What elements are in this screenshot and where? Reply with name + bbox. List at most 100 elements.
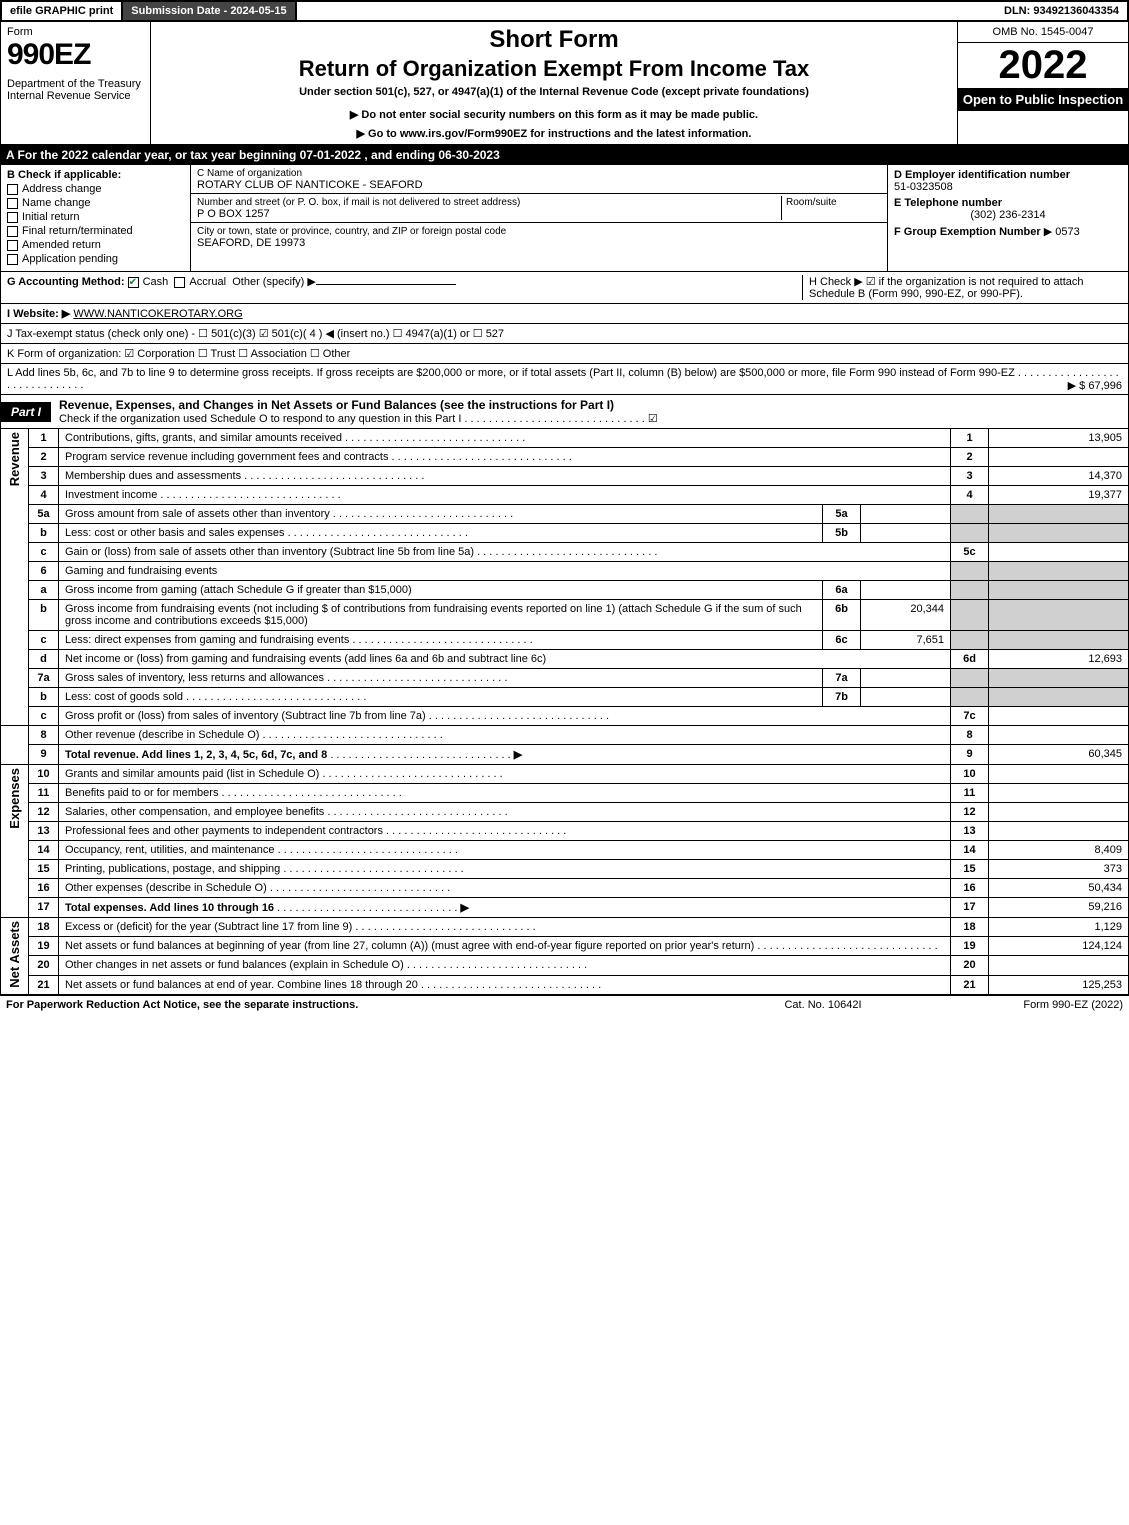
- line17-amt: 59,216: [989, 898, 1129, 918]
- line14-amt: 8,409: [989, 841, 1129, 860]
- g-label: G Accounting Method:: [7, 276, 125, 288]
- line18-amt: 1,129: [989, 918, 1129, 937]
- row-k: K Form of organization: ☑ Corporation ☐ …: [0, 344, 1129, 364]
- chk-cash[interactable]: [128, 277, 139, 288]
- line21-amt: 125,253: [989, 975, 1129, 994]
- entity-block: B Check if applicable: Address change Na…: [0, 165, 1129, 272]
- line5b-amt: [861, 524, 951, 543]
- l-text: L Add lines 5b, 6c, and 7b to line 9 to …: [7, 367, 1015, 379]
- line2-amt: [989, 448, 1129, 467]
- dln: DLN: 93492136043354: [996, 2, 1127, 20]
- line17-desc: Total expenses. Add lines 10 through 16: [65, 902, 274, 914]
- org-city: SEAFORD, DE 19973: [197, 237, 305, 249]
- chk-accrual[interactable]: [174, 277, 185, 288]
- line6c-amt: 7,651: [861, 631, 951, 650]
- part1-title: Revenue, Expenses, and Changes in Net As…: [59, 398, 614, 412]
- ein: 51-0323508: [894, 181, 953, 193]
- i-label: I Website: ▶: [7, 308, 70, 320]
- chk-application-pending[interactable]: Application pending: [7, 253, 184, 265]
- irs-link[interactable]: ▶ Go to www.irs.gov/Form990EZ for instru…: [357, 128, 752, 140]
- line5c-amt: [989, 543, 1129, 562]
- line1-amt: 13,905: [989, 429, 1129, 448]
- line5b-desc: Less: cost or other basis and sales expe…: [65, 527, 285, 539]
- revenue-vlabel: Revenue: [1, 429, 29, 726]
- c-city-label: City or town, state or province, country…: [197, 226, 506, 237]
- line13-desc: Professional fees and other payments to …: [65, 825, 383, 837]
- b-label: B Check if applicable:: [7, 169, 184, 181]
- c-addr-label: Number and street (or P. O. box, if mail…: [197, 197, 520, 208]
- footer-left: For Paperwork Reduction Act Notice, see …: [6, 999, 723, 1011]
- c-name-label: C Name of organization: [197, 168, 302, 179]
- line9-desc: Total revenue. Add lines 1, 2, 3, 4, 5c,…: [65, 749, 327, 761]
- footer-right: Form 990-EZ (2022): [923, 999, 1123, 1011]
- room-label: Room/suite: [786, 197, 837, 208]
- line19-desc: Net assets or fund balances at beginning…: [65, 940, 754, 952]
- line20-amt: [989, 956, 1129, 975]
- telephone: (302) 236-2314: [894, 209, 1122, 221]
- line11-desc: Benefits paid to or for members: [65, 787, 218, 799]
- line12-desc: Salaries, other compensation, and employ…: [65, 806, 324, 818]
- col-c: C Name of organization ROTARY CLUB OF NA…: [191, 165, 888, 271]
- line5a-desc: Gross amount from sale of assets other t…: [65, 508, 330, 520]
- line9-amt: 60,345: [989, 745, 1129, 765]
- chk-name-change[interactable]: Name change: [7, 197, 184, 209]
- omb-number: OMB No. 1545-0047: [958, 22, 1128, 43]
- line8-amt: [989, 726, 1129, 745]
- col-d: D Employer identification number51-03235…: [888, 165, 1128, 271]
- line7c-amt: [989, 707, 1129, 726]
- line1-desc: Contributions, gifts, grants, and simila…: [65, 432, 342, 444]
- line19-amt: 124,124: [989, 937, 1129, 956]
- expenses-vlabel: Expenses: [1, 765, 29, 918]
- line7a-desc: Gross sales of inventory, less returns a…: [65, 672, 324, 684]
- line10-amt: [989, 765, 1129, 784]
- line6a-amt: [861, 581, 951, 600]
- part1-chk[interactable]: ☑: [648, 413, 658, 425]
- line4-desc: Investment income: [65, 489, 157, 501]
- under-section: Under section 501(c), 527, or 4947(a)(1)…: [157, 86, 951, 98]
- chk-amended-return[interactable]: Amended return: [7, 239, 184, 251]
- line7b-desc: Less: cost of goods sold: [65, 691, 183, 703]
- form-header: Form 990EZ Department of the Treasury In…: [0, 22, 1129, 145]
- line16-desc: Other expenses (describe in Schedule O): [65, 882, 267, 894]
- dept: Department of the Treasury Internal Reve…: [7, 78, 144, 102]
- no-ssn-note: ▶ Do not enter social security numbers o…: [157, 108, 951, 121]
- top-bar: efile GRAPHIC print Submission Date - 20…: [0, 0, 1129, 22]
- line6-desc: Gaming and fundraising events: [59, 562, 951, 581]
- line13-amt: [989, 822, 1129, 841]
- line20-desc: Other changes in net assets or fund bala…: [65, 959, 404, 971]
- header-right: OMB No. 1545-0047 2022 Open to Public In…: [958, 22, 1128, 144]
- chk-initial-return[interactable]: Initial return: [7, 211, 184, 223]
- header-left: Form 990EZ Department of the Treasury In…: [1, 22, 151, 144]
- line8-desc: Other revenue (describe in Schedule O): [65, 729, 259, 741]
- line18-desc: Excess or (deficit) for the year (Subtra…: [65, 921, 352, 933]
- chk-address-change[interactable]: Address change: [7, 183, 184, 195]
- part1-header: Part I Revenue, Expenses, and Changes in…: [0, 395, 1129, 429]
- l-amount: ▶ $ 67,996: [1068, 379, 1122, 392]
- website[interactable]: WWW.NANTICOKEROTARY.ORG: [73, 308, 242, 320]
- line14-desc: Occupancy, rent, utilities, and maintena…: [65, 844, 275, 856]
- netassets-vlabel: Net Assets: [1, 918, 29, 995]
- chk-final-return[interactable]: Final return/terminated: [7, 225, 184, 237]
- d-label: D Employer identification number: [894, 169, 1070, 181]
- efile-label[interactable]: efile GRAPHIC print: [2, 2, 123, 20]
- part1-grid: Revenue 1 Contributions, gifts, grants, …: [0, 429, 1129, 995]
- row-l: L Add lines 5b, 6c, and 7b to line 9 to …: [0, 364, 1129, 395]
- page-footer: For Paperwork Reduction Act Notice, see …: [0, 995, 1129, 1014]
- org-name: ROTARY CLUB OF NANTICOKE - SEAFORD: [197, 179, 423, 191]
- form-number: 990EZ: [7, 38, 144, 72]
- open-public-inspection: Open to Public Inspection: [958, 88, 1128, 111]
- submission-date: Submission Date - 2024-05-15: [123, 2, 296, 20]
- part1-label: Part I: [1, 402, 51, 422]
- line16-amt: 50,434: [989, 879, 1129, 898]
- col-b: B Check if applicable: Address change Na…: [1, 165, 191, 271]
- line3-amt: 14,370: [989, 467, 1129, 486]
- h-text: H Check ▶ ☑ if the organization is not r…: [802, 275, 1122, 300]
- goto-link[interactable]: ▶ Go to www.irs.gov/Form990EZ for instru…: [157, 127, 951, 140]
- line6b-amt: 20,344: [861, 600, 951, 631]
- line2-desc: Program service revenue including govern…: [65, 451, 388, 463]
- header-center: Short Form Return of Organization Exempt…: [151, 22, 958, 144]
- part1-sub: Check if the organization used Schedule …: [59, 413, 461, 425]
- line7b-amt: [861, 688, 951, 707]
- e-label: E Telephone number: [894, 197, 1002, 209]
- f-label: F Group Exemption Number: [894, 226, 1041, 238]
